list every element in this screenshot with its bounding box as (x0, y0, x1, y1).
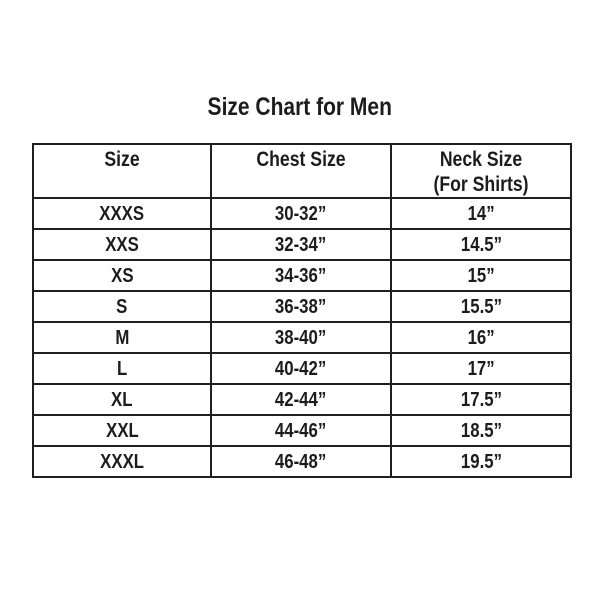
chest-size-cell: 30-32” (210, 197, 392, 231)
neck-size-cell: 18.5” (390, 414, 572, 448)
neck-size-value: 14.5” (460, 233, 502, 256)
chest-size-cell: 34-36” (210, 259, 392, 293)
size-value: XS (110, 264, 134, 287)
chest-size-cell: 44-46” (210, 414, 392, 448)
size-value: S (116, 295, 128, 318)
chest-size-cell: 42-44” (210, 383, 392, 417)
neck-size-value: 15.5” (460, 295, 502, 318)
size-cell: S (32, 290, 212, 324)
neck-size-value: 17” (467, 357, 495, 380)
neck-size-value: 19.5” (460, 450, 502, 473)
neck-size-value: 14” (467, 202, 495, 225)
col-header-chest: Chest Size (210, 142, 392, 200)
table-row: XL 42-44” 17.5” (32, 383, 572, 417)
chest-size-value: 38-40” (275, 326, 327, 349)
neck-size-cell: 14” (390, 197, 572, 231)
table-row: XXL 44-46” 18.5” (32, 414, 572, 448)
table-row: XXXS 30-32” 14” (32, 197, 572, 231)
size-value: L (116, 357, 128, 380)
size-value: M (114, 326, 129, 349)
size-cell: XXS (32, 228, 212, 262)
size-value: XXS (105, 233, 139, 256)
neck-size-value: 16” (467, 326, 495, 349)
neck-size-cell: 16” (390, 321, 572, 355)
col-header-size-label: Size (104, 148, 140, 171)
size-cell: XXXS (32, 197, 212, 231)
size-cell: XL (32, 383, 212, 417)
size-cell: L (32, 352, 212, 386)
size-cell: XXXL (32, 445, 212, 479)
chest-size-cell: 40-42” (210, 352, 392, 386)
table-row: M 38-40” 16” (32, 321, 572, 355)
size-cell: M (32, 321, 212, 355)
size-cell: XS (32, 259, 212, 293)
chest-size-cell: 46-48” (210, 445, 392, 479)
neck-size-value: 15” (467, 264, 495, 287)
chest-size-value: 40-42” (275, 357, 327, 380)
chest-size-value: 34-36” (275, 264, 327, 287)
neck-size-cell: 14.5” (390, 228, 572, 262)
size-value: XXL (105, 419, 139, 442)
col-header-neck: Neck Size (For Shirts) (390, 142, 572, 200)
table-row: S 36-38” 15.5” (32, 290, 572, 324)
header-row: Size Chest Size Neck Size (For Shirts) (32, 142, 572, 200)
size-value: XXXS (99, 202, 145, 225)
chest-size-value: 42-44” (275, 388, 327, 411)
neck-size-value: 18.5” (460, 419, 502, 442)
size-cell: XXL (32, 414, 212, 448)
chest-size-value: 30-32” (275, 202, 327, 225)
neck-size-cell: 15” (390, 259, 572, 293)
chest-size-cell: 36-38” (210, 290, 392, 324)
col-header-neck-label-line2: (For Shirts) (433, 172, 529, 196)
page-title: Size Chart for Men (0, 93, 600, 122)
neck-size-cell: 17.5” (390, 383, 572, 417)
neck-size-value: 17.5” (460, 388, 502, 411)
table-row: XXS 32-34” 14.5” (32, 228, 572, 262)
chest-size-value: 32-34” (275, 233, 327, 256)
col-header-neck-label-line1: Neck Size (439, 148, 523, 171)
table-row: XXXL 46-48” 19.5” (32, 445, 572, 479)
table-row: L 40-42” 17” (32, 352, 572, 386)
size-value: XL (111, 388, 133, 411)
neck-size-cell: 17” (390, 352, 572, 386)
size-value: XXXL (100, 450, 144, 473)
table-row: XS 34-36” 15” (32, 259, 572, 293)
chest-size-value: 36-38” (275, 295, 327, 318)
size-chart-table: Size Chest Size Neck Size (For Shirts) X… (32, 142, 572, 479)
chest-size-value: 44-46” (275, 419, 327, 442)
chest-size-value: 46-48” (275, 450, 327, 473)
page-title-text: Size Chart for Men (207, 93, 393, 121)
col-header-chest-label: Chest Size (256, 148, 346, 171)
chest-size-cell: 38-40” (210, 321, 392, 355)
col-header-size: Size (32, 142, 212, 200)
neck-size-cell: 15.5” (390, 290, 572, 324)
chest-size-cell: 32-34” (210, 228, 392, 262)
neck-size-cell: 19.5” (390, 445, 572, 479)
